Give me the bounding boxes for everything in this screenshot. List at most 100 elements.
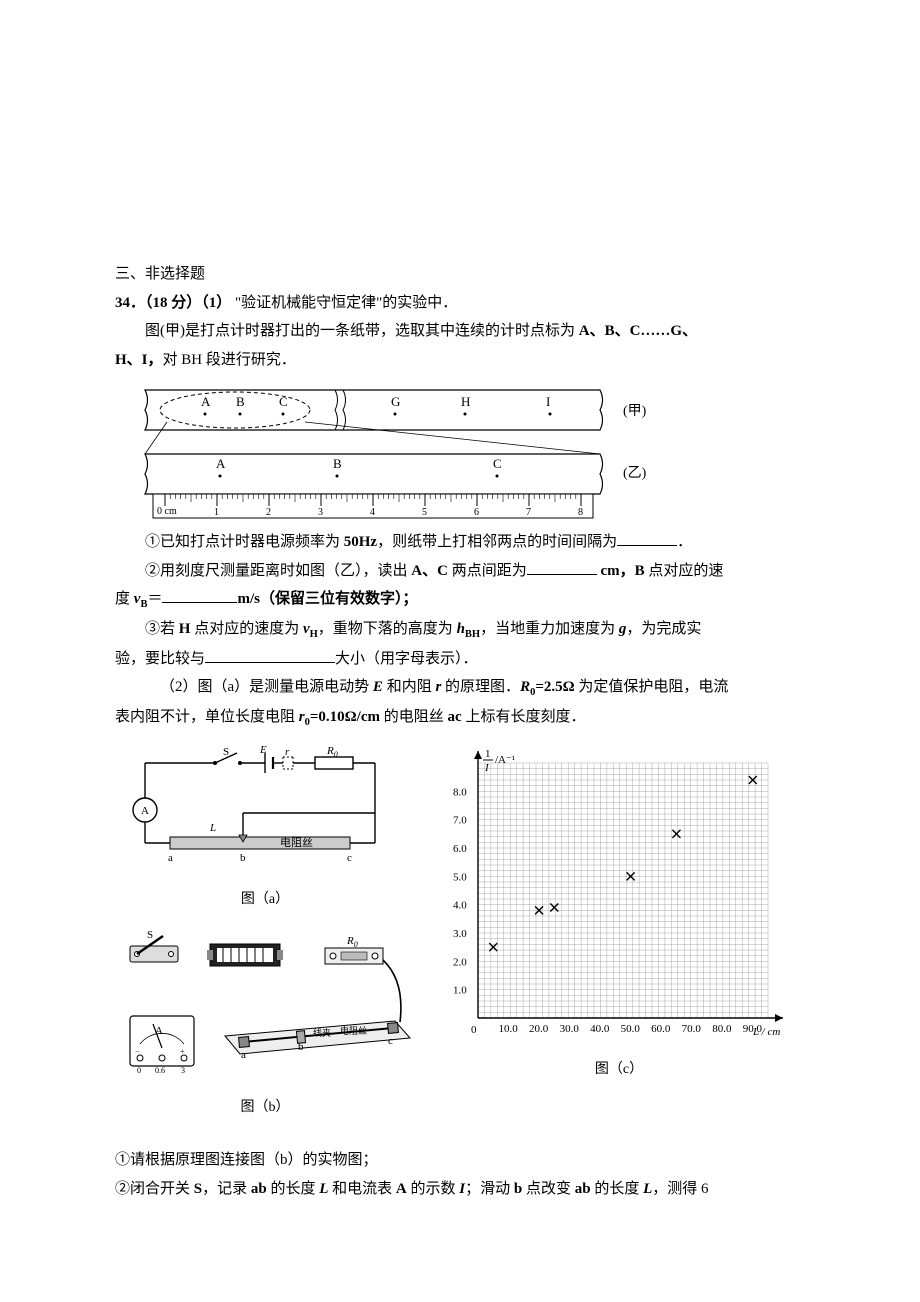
svg-text:60.0: 60.0 xyxy=(651,1023,671,1035)
eq: ＝ xyxy=(147,591,162,607)
blank3 xyxy=(162,602,237,603)
svg-text:R0: R0 xyxy=(326,745,338,759)
blank1 xyxy=(617,545,677,546)
svg-text:0: 0 xyxy=(471,1024,477,1036)
S: S xyxy=(194,1181,202,1197)
R0-val: =2.5Ω xyxy=(535,679,574,695)
svg-text:a: a xyxy=(168,852,173,864)
text: 的示数 xyxy=(407,1181,460,1197)
svg-text:I: I xyxy=(484,762,490,774)
text: ，则纸带上打相邻两点的时间间隔为 xyxy=(377,534,617,550)
L2: L xyxy=(643,1181,652,1197)
tape-bottom xyxy=(145,454,603,494)
text: 和电流表 xyxy=(328,1181,396,1197)
text: 点对应的速度为 xyxy=(190,621,303,637)
r0-val: =0.10Ω/cm xyxy=(310,709,380,725)
svg-text:3.0: 3.0 xyxy=(453,928,467,940)
svg-text:A: A xyxy=(216,456,226,471)
text: ，当地重力加速度为 xyxy=(480,621,619,637)
vH-sub: H xyxy=(310,629,318,640)
b: B xyxy=(635,563,645,579)
text: 上标有长度刻度． xyxy=(462,709,586,725)
text: ；滑动 xyxy=(465,1181,514,1197)
svg-text:80.0: 80.0 xyxy=(712,1023,732,1035)
q34-item2b: 度 vB＝m/s（保留三位有效数字）； xyxy=(115,585,805,615)
svg-text:2.0: 2.0 xyxy=(453,957,467,969)
svg-text:0: 0 xyxy=(137,1066,141,1075)
svg-text:−: − xyxy=(135,1047,140,1056)
svg-text:S: S xyxy=(223,746,229,758)
svg-text:8: 8 xyxy=(578,507,583,518)
q34-item3a: ③若 H 点对应的速度为 vH，重物下落的高度为 hBH，当地重力加速度为 g，… xyxy=(115,615,805,645)
svg-text:B: B xyxy=(333,456,342,471)
svg-text:b: b xyxy=(298,1041,304,1053)
svg-text:A: A xyxy=(141,805,149,817)
svg-text:1.0: 1.0 xyxy=(453,985,467,997)
q34-sub1: ①请根据原理图连接图（b）的实物图； xyxy=(115,1146,805,1175)
svg-text:E: E xyxy=(259,744,267,756)
q34-intro: "验证机械能守恒定律"的实验中． xyxy=(231,295,457,311)
fig-c-caption: 图（c） xyxy=(433,1057,805,1084)
svg-text:20.0: 20.0 xyxy=(529,1023,549,1035)
period: ． xyxy=(677,534,692,550)
vH: v xyxy=(303,621,310,637)
svg-text:10.0: 10.0 xyxy=(499,1023,519,1035)
svg-text:C: C xyxy=(493,456,502,471)
q34-item1: ①已知打点计时器电源频率为 50Hz，则纸带上打相邻两点的时间间隔为． xyxy=(115,528,805,557)
text: ②用刻度尺测量距离时如图（乙），读出 xyxy=(145,563,411,579)
svg-text:R0: R0 xyxy=(346,935,358,949)
text: 的电阻丝 xyxy=(380,709,448,725)
svg-text:1: 1 xyxy=(214,507,219,518)
text: 验，要比较与 xyxy=(115,651,205,667)
text: 的长度 xyxy=(267,1181,320,1197)
svg-text:A: A xyxy=(155,1025,163,1037)
text: 的长度 xyxy=(591,1181,644,1197)
svg-text:8.0: 8.0 xyxy=(453,787,467,799)
svg-text:3: 3 xyxy=(181,1066,185,1075)
tape-svg: A B C G H I (甲) A B C 12345678 0 cm (乙) xyxy=(115,382,675,522)
q34-number: 34．（18 分）（1） xyxy=(115,295,231,311)
svg-text:/A⁻¹: /A⁻¹ xyxy=(495,754,515,766)
labels-hi: H、I， xyxy=(115,352,163,368)
svg-text:线夹: 线夹 xyxy=(313,1027,331,1038)
q34-body1a: 图(甲)是打点计时器打出的一条纸带，选取其中连续的计时点标为 A、B、C……G、 xyxy=(115,317,805,346)
labels-abc: A、B、C……G、 xyxy=(579,323,697,339)
text: 对 BH 段进行研究． xyxy=(163,352,296,368)
svg-text:90.0: 90.0 xyxy=(743,1023,763,1035)
hBH: h xyxy=(457,621,465,637)
svg-text:G: G xyxy=(391,394,400,409)
q34-sub2: ②闭合开关 S，记录 ab 的长度 L 和电流表 A 的示数 I；滑动 b 点改… xyxy=(115,1175,805,1204)
svg-text:7.0: 7.0 xyxy=(453,815,467,827)
svg-text:H: H xyxy=(461,394,470,409)
svg-text:2: 2 xyxy=(266,507,271,518)
A: A xyxy=(396,1181,407,1197)
blank4 xyxy=(205,662,335,663)
R0: R xyxy=(520,679,530,695)
svg-text:电阻丝: 电阻丝 xyxy=(340,1025,367,1036)
ac: ac xyxy=(448,709,462,725)
fig-b: S R0 A xyxy=(115,926,415,1122)
circuit-figures: S E r R0 A xyxy=(115,743,805,1121)
ab2: ab xyxy=(575,1181,591,1197)
fig-c: 1 I /A⁻¹ L / cm 0 1.02.03.04.05.06.07.08… xyxy=(433,743,805,1084)
text: ③若 xyxy=(145,621,179,637)
fig-b-caption: 图（b） xyxy=(115,1095,415,1122)
text: ，为完成实 xyxy=(626,621,701,637)
svg-text:0.6: 0.6 xyxy=(155,1066,165,1075)
svg-text:5.0: 5.0 xyxy=(453,872,467,884)
cm: cm， xyxy=(597,563,635,579)
text: 的原理图． xyxy=(441,679,520,695)
svg-text:c: c xyxy=(347,852,352,864)
svg-text:A: A xyxy=(201,394,211,409)
svg-text:1: 1 xyxy=(485,748,491,760)
svg-text:50.0: 50.0 xyxy=(621,1023,641,1035)
text: ，测得 6 xyxy=(652,1181,708,1197)
text: 表内阻不计，单位长度电阻 xyxy=(115,709,299,725)
svg-text:3: 3 xyxy=(318,507,323,518)
svg-text:4: 4 xyxy=(370,507,375,518)
svg-text:7: 7 xyxy=(526,507,531,518)
svg-text:a: a xyxy=(241,1049,246,1061)
fig-a: S E r R0 A xyxy=(115,743,415,914)
text: 和内阻 xyxy=(383,679,436,695)
text: ，重物下落的高度为 xyxy=(318,621,457,637)
